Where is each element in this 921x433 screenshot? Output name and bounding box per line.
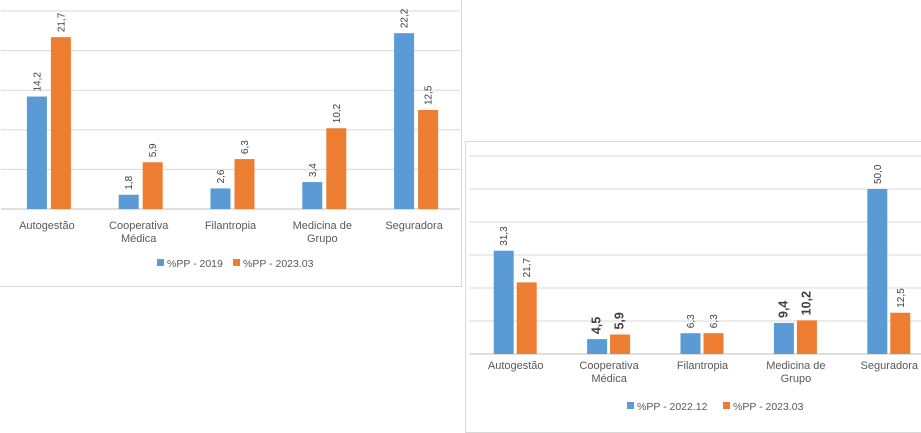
legend-swatch bbox=[627, 402, 634, 409]
data-label: 6,3 bbox=[686, 314, 697, 328]
chart-panel-left: 14,2 21,7 Autogestão 1,8 5,9 Cooperativa Médic… bbox=[0, 0, 462, 287]
legend-label: %PP - 2022.12 bbox=[637, 401, 708, 413]
category-label: Cooperativa Médica bbox=[579, 360, 639, 385]
bar-1 bbox=[773, 322, 794, 354]
data-label: 9,4 bbox=[776, 301, 790, 318]
category-label: Cooperativa Médica bbox=[109, 220, 169, 245]
bar-2 bbox=[418, 110, 439, 209]
category-label: Seguradora bbox=[861, 360, 919, 372]
data-label: 10,2 bbox=[799, 291, 813, 315]
category-label: Seguradora bbox=[385, 220, 443, 232]
chart-panel-right: 31,3 21,7 Autogestão 4,5 5,9 Cooperativa Médic… bbox=[465, 141, 921, 433]
category-label: Filantropia bbox=[677, 360, 729, 372]
data-label: 6,3 bbox=[709, 314, 720, 328]
category-label: Autogestão bbox=[488, 360, 544, 372]
bar-1 bbox=[394, 33, 415, 210]
legend-label: %PP - 2023.03 bbox=[733, 401, 804, 413]
category-label: Autogestão bbox=[19, 220, 75, 232]
bar-1 bbox=[302, 182, 323, 209]
legend-label: %PP - 2019 bbox=[167, 258, 223, 270]
legend-swatch bbox=[233, 259, 240, 266]
bar-2 bbox=[326, 128, 347, 209]
bar-2 bbox=[890, 312, 911, 354]
data-label: 50,0 bbox=[873, 164, 884, 184]
data-label: 12,5 bbox=[896, 288, 907, 308]
bar-1 bbox=[118, 194, 139, 209]
data-label: 6,3 bbox=[240, 140, 251, 154]
data-label: 21,7 bbox=[522, 257, 533, 277]
bar-1 bbox=[210, 188, 231, 209]
data-label: 4,5 bbox=[590, 317, 604, 334]
data-label: 14,2 bbox=[32, 72, 43, 92]
data-label: 21,7 bbox=[56, 12, 67, 32]
bar-2 bbox=[610, 334, 631, 354]
legend-swatch bbox=[157, 259, 164, 266]
category-label: Filantropia bbox=[205, 220, 257, 232]
data-label: 5,9 bbox=[148, 143, 159, 157]
data-label: 31,3 bbox=[499, 226, 510, 246]
chart-left-svg: 14,2 21,7 Autogestão 1,8 5,9 Cooperativa Médic… bbox=[1, 8, 460, 270]
bar-2 bbox=[234, 159, 255, 209]
bar-1 bbox=[26, 96, 47, 209]
bar-1 bbox=[587, 339, 608, 354]
data-label: 2,6 bbox=[216, 169, 227, 183]
data-label: 1,8 bbox=[124, 175, 135, 189]
bar-1 bbox=[680, 333, 701, 354]
bar-1 bbox=[493, 250, 514, 354]
data-label: 22,2 bbox=[400, 8, 411, 28]
legend-label: %PP - 2023.03 bbox=[243, 258, 314, 270]
category-label: Medicina de Grupo bbox=[293, 220, 352, 245]
bar-2 bbox=[516, 282, 537, 354]
bar-1 bbox=[867, 189, 888, 354]
data-label: 5,9 bbox=[613, 312, 627, 329]
bar-2 bbox=[796, 320, 817, 354]
data-label: 3,4 bbox=[308, 163, 319, 177]
data-label: 10,2 bbox=[332, 103, 343, 123]
legend-swatch bbox=[723, 402, 730, 409]
chart-right-svg: 31,3 21,7 Autogestão 4,5 5,9 Cooperativa Médic… bbox=[469, 155, 921, 413]
data-label: 12,5 bbox=[424, 85, 435, 105]
bar-2 bbox=[703, 333, 724, 354]
category-label: Medicina de Grupo bbox=[766, 360, 825, 385]
bar-2 bbox=[50, 37, 71, 209]
bar-2 bbox=[142, 162, 163, 209]
